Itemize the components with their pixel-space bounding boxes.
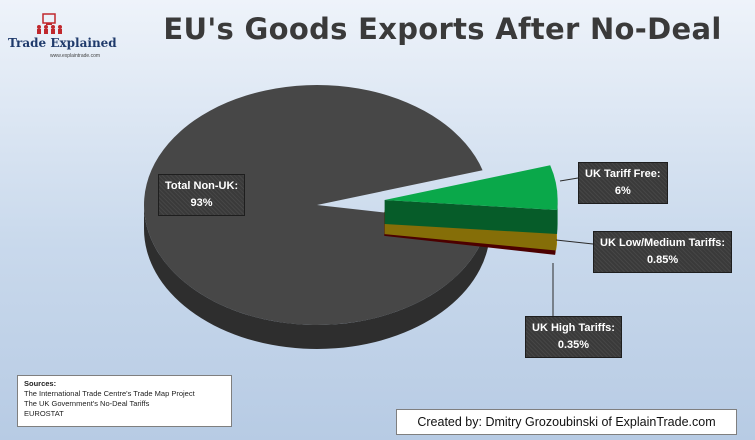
data-label-uk-low-medium-tariffs: UK Low/Medium Tariffs: 0.85%	[593, 231, 733, 273]
data-label-total-non-uk: Total Non-UK: 93%	[158, 174, 246, 216]
source-line: The UK Government's No-Deal Tariffs	[24, 399, 150, 408]
data-label-uk-tariff-free-name: UK Tariff Free:	[585, 168, 661, 180]
data-label-uk-tariff-free-value: 6%	[614, 185, 631, 197]
leader-line-2	[555, 239, 594, 245]
logo-icon	[37, 13, 62, 34]
chart-title: EU's Goods Exports After No-Deal	[163, 12, 722, 46]
data-label-uk-high-tariffs-name: UK High Tariffs:	[532, 322, 615, 334]
data-label-uk-tariff-free: UK Tariff Free: 6%	[578, 162, 668, 204]
sources-box: Sources: The International Trade Centre'…	[17, 375, 232, 427]
data-label-total-non-uk-name: Total Non-UK:	[165, 180, 239, 192]
brand-logo: Trade Explained www.explaintrade.com	[8, 12, 117, 62]
data-label-uk-low-medium-value: 0.85%	[646, 254, 679, 266]
data-label-uk-low-medium-name: UK Low/Medium Tariffs:	[600, 237, 726, 249]
brand-name: Trade Explained	[8, 36, 117, 50]
pie-slice-total-non-uk	[143, 85, 488, 349]
data-label-total-non-uk-value: 93%	[190, 197, 213, 209]
leader-line-1	[559, 177, 579, 182]
brand-url: www.explaintrade.com	[50, 53, 101, 59]
data-label-uk-high-tariffs: UK High Tariffs: 0.35%	[525, 316, 622, 358]
source-line: The International Trade Centre's Trade M…	[24, 389, 195, 398]
source-line: EUROSTAT	[24, 409, 64, 418]
pie-slice-uk-tariff-free	[384, 165, 558, 234]
data-label-uk-high-tariffs-value: 0.35%	[557, 339, 590, 351]
sources-heading: Sources:	[24, 379, 57, 388]
credit-box: Created by: Dmitry Grozoubinski of Expla…	[396, 409, 737, 435]
